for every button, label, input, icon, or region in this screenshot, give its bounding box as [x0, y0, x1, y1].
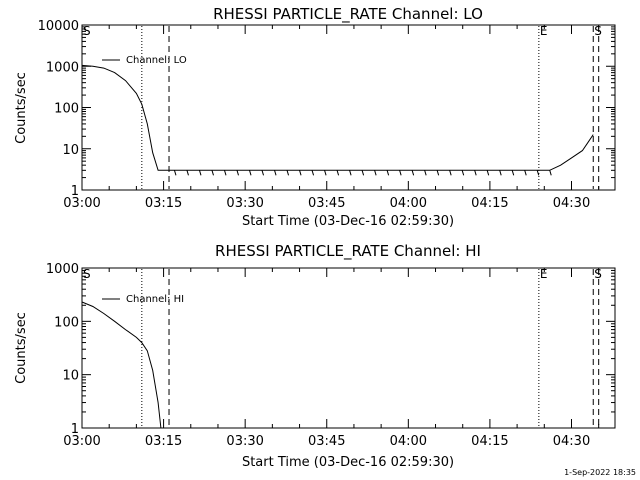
- panel-lo-y-axis: 1 10 100 1000 10000: [38, 19, 615, 199]
- panel-hi-series: [81, 301, 162, 429]
- marker-label: E: [540, 267, 548, 281]
- series-noise: [461, 170, 465, 176]
- y-tick-label: 1000: [46, 262, 79, 277]
- y-tick-label: 1000: [46, 60, 79, 75]
- series-line: [81, 301, 162, 429]
- y-tick-label: 10000: [38, 19, 79, 34]
- x-tick-label: 03:30: [226, 434, 263, 449]
- x-tick-label: 03:00: [63, 196, 100, 211]
- series-noise: [224, 170, 227, 176]
- series-noise: [336, 170, 340, 176]
- series-noise: [424, 170, 427, 176]
- panel-lo: RHESSI PARTICLE_RATE Channel: LO 1101001…: [14, 5, 616, 229]
- panel-hi-y-axis: 1 10 100 1000: [46, 262, 615, 437]
- x-tick-label: 04:30: [553, 196, 590, 211]
- series-noise: [349, 170, 352, 176]
- series-noise: [499, 170, 502, 176]
- series-noise: [374, 170, 377, 176]
- series-noise: [361, 170, 365, 176]
- series-noise: [311, 170, 315, 176]
- footer-timestamp: 1-Sep-2022 18:35: [564, 468, 636, 477]
- series-noise: [299, 170, 302, 176]
- x-tick-label: 03:30: [226, 196, 263, 211]
- legend-label-lo: Channel: LO: [126, 55, 187, 66]
- panel-hi-legend: Channel: HI: [102, 294, 184, 305]
- series-noise: [324, 170, 327, 176]
- y-tick-label: 100: [54, 102, 79, 117]
- series-noise: [249, 170, 252, 176]
- x-tick-label: 03:15: [145, 196, 182, 211]
- legend-label-hi: Channel: HI: [126, 294, 184, 305]
- panel-lo-series: [81, 64, 594, 176]
- panel-lo-ylabel: Counts/sec: [14, 72, 29, 144]
- series-noise: [399, 170, 402, 176]
- series-noise: [286, 170, 290, 176]
- panel-hi-xlabel: Start Time (03-Dec-16 02:59:30): [242, 455, 454, 470]
- series-noise: [186, 170, 189, 176]
- marker-label: S: [594, 267, 602, 281]
- x-tick-label: 03:00: [63, 434, 100, 449]
- marker-label: E: [540, 24, 548, 38]
- series-noise: [386, 170, 390, 176]
- x-tick-label: 03:45: [308, 196, 345, 211]
- marker-label: S: [83, 267, 91, 281]
- panel-hi-title: RHESSI PARTICLE_RATE Channel: HI: [215, 242, 481, 261]
- series-noise: [211, 170, 214, 176]
- series-noise: [198, 170, 202, 176]
- series-noise: [511, 170, 515, 176]
- panel-lo-xlabel: Start Time (03-Dec-16 02:59:30): [242, 214, 454, 229]
- series-noise: [536, 170, 540, 176]
- series-noise: [436, 170, 440, 176]
- series-noise: [549, 170, 552, 176]
- x-tick-label: 04:30: [553, 434, 590, 449]
- series-noise: [236, 170, 239, 176]
- y-tick-label: 1: [71, 422, 79, 437]
- series-noise: [524, 170, 527, 176]
- panel-lo-title: RHESSI PARTICLE_RATE Channel: LO: [213, 5, 483, 24]
- series-noise: [261, 170, 265, 176]
- series-noise: [486, 170, 490, 176]
- panel-hi: RHESSI PARTICLE_RATE Channel: HI 1101001…: [14, 242, 616, 470]
- panel-lo-legend: Channel: LO: [102, 55, 187, 66]
- series-noise: [173, 170, 177, 176]
- marker-label: S: [83, 24, 91, 38]
- panel-lo-frame: [81, 24, 616, 191]
- marker-label: S: [594, 24, 602, 38]
- series-noise: [449, 170, 452, 176]
- y-tick-label: 10: [62, 369, 79, 384]
- series-noise: [274, 170, 277, 176]
- x-tick-label: 03:45: [308, 434, 345, 449]
- series-noise: [411, 170, 415, 176]
- series-line: [81, 64, 594, 171]
- series-noise: [474, 170, 477, 176]
- panel-hi-ylabel: Counts/sec: [14, 312, 29, 384]
- y-tick-label: 10: [62, 143, 79, 158]
- panel-hi-x-axis: 03:00 03:15 03:30 03:45 04:00 04:15 04:30: [63, 268, 600, 449]
- panel-lo-x-axis: 03:00 03:15 03:30 03:45 04:00 04:15 04:30: [63, 25, 600, 211]
- x-tick-label: 03:15: [145, 434, 182, 449]
- panel-hi-frame: [81, 267, 616, 429]
- x-tick-label: 04:15: [471, 434, 508, 449]
- y-tick-label: 100: [54, 315, 79, 330]
- x-tick-label: 04:00: [390, 434, 427, 449]
- y-tick-label: 1: [71, 184, 79, 199]
- x-tick-label: 04:00: [390, 196, 427, 211]
- x-tick-label: 04:15: [471, 196, 508, 211]
